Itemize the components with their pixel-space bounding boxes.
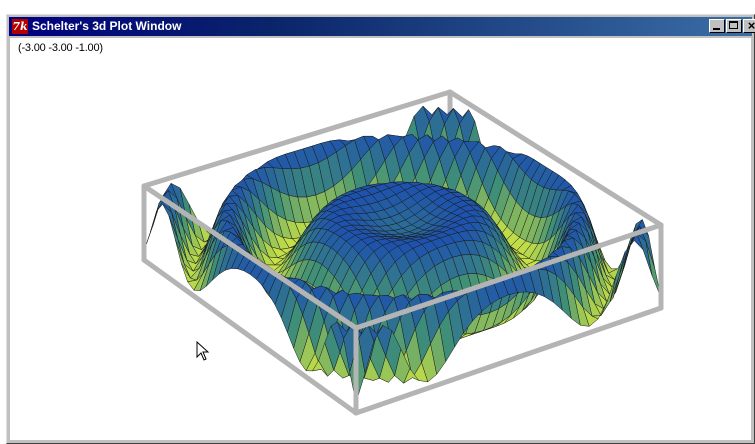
box-edge (353, 305, 664, 416)
bounding-box-front (141, 183, 664, 416)
close-button[interactable]: × (743, 18, 755, 33)
coordinate-readout: (-3.00 -3.00 -1.00) (18, 42, 103, 54)
minimize-button[interactable] (709, 19, 725, 33)
box-edge (141, 257, 359, 416)
box-edge (141, 89, 453, 189)
tk-feather-icon[interactable]: 7k (12, 19, 28, 34)
plot-canvas-area[interactable]: (-3.00 -3.00 -1.00) (10, 38, 751, 440)
arrow-cursor-icon (196, 341, 210, 361)
close-icon: × (747, 18, 755, 33)
plot-window: 7k Schelter's 3d Plot Window × (-3.00 -3… (6, 14, 755, 444)
surface-mesh (143, 105, 662, 403)
box-edge (141, 183, 359, 331)
maximize-button[interactable] (726, 19, 742, 33)
window-title: Schelter's 3d Plot Window (32, 19, 182, 33)
maximize-icon (729, 21, 738, 29)
minimize-icon (713, 28, 720, 30)
title-bar[interactable]: 7k Schelter's 3d Plot Window × (9, 17, 755, 36)
box-edge (353, 222, 664, 331)
box-edge (447, 89, 664, 228)
surface-plot[interactable] (10, 38, 751, 440)
